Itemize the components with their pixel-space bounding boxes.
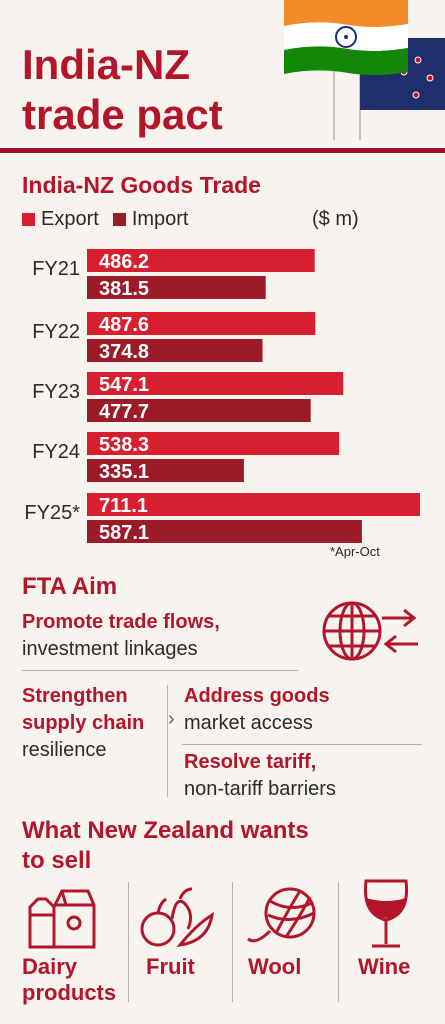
legend-import: Import [131, 208, 189, 230]
category-label: FY22 [32, 321, 80, 343]
divider-v1 [128, 882, 129, 1002]
promote-text: investment linkages [22, 638, 198, 660]
wool-icon [247, 887, 316, 943]
resolve-text: non-tariff barriers [184, 778, 336, 800]
divider-1 [22, 670, 298, 671]
bar-value-label: 711.1 [99, 495, 148, 517]
bar-value-label: 374.8 [99, 341, 149, 363]
bar-value-label: 487.6 [99, 314, 149, 336]
bar-value-label: 538.3 [99, 434, 149, 456]
chevron-right-icon: › [168, 708, 175, 730]
promote-heading: Promote trade flows, [22, 611, 220, 633]
bar-value-label: 477.7 [99, 401, 149, 423]
bar-value-label: 587.1 [99, 522, 149, 544]
export-bar [87, 493, 420, 516]
bar-value-label: 335.1 [99, 461, 149, 483]
supply-heading: Strengthen supply chain [22, 685, 145, 734]
india-flag-icon [284, 0, 408, 75]
export-bar [87, 372, 344, 395]
trade-bar-chart: FY21 486.2 381.5 FY22 487.6 374.8 FY23 547.1 477… [24, 249, 420, 544]
bar-value-label: 547.1 [99, 374, 149, 396]
fruit-icon [140, 887, 214, 948]
product-dairy: Dairy products [22, 954, 117, 1005]
india-nz-flags-illustration [284, 0, 445, 140]
supply-block: Strengthen supply chain resilience [22, 683, 162, 764]
product-wool: Wool [248, 954, 302, 979]
import-bar [87, 459, 244, 482]
divider-vertical [167, 685, 168, 797]
import-bar [87, 399, 311, 422]
supply-text: resilience [22, 739, 107, 761]
bar-value-label: 486.2 [99, 251, 149, 273]
product-wine: Wine [358, 954, 411, 979]
wine-glass-icon [363, 879, 409, 948]
export-swatch [22, 213, 35, 226]
product-fruit: Fruit [146, 954, 195, 979]
address-heading: Address goods [184, 685, 330, 707]
import-bar [87, 339, 263, 362]
address-text: market access [184, 712, 313, 734]
import-bar [87, 276, 266, 299]
bar-value-label: 381.5 [99, 278, 149, 300]
resolve-block: Resolve tariff, non-tariff barriers [184, 749, 434, 803]
export-bar [87, 249, 315, 272]
header-divider [0, 148, 445, 153]
dairy-icon [28, 889, 96, 949]
divider-v2 [232, 882, 233, 1002]
category-label: FY23 [32, 381, 80, 403]
chart-unit: ($ m) [312, 208, 359, 230]
resolve-heading: Resolve tariff, [184, 751, 317, 773]
fta-aim-title: FTA Aim [22, 573, 118, 600]
import-swatch [112, 213, 126, 226]
divider-2 [182, 744, 422, 745]
promote-block: Promote trade flows, investment linkages [22, 609, 302, 663]
category-label: FY25* [24, 502, 80, 524]
chart-legend: Export Import [22, 208, 189, 231]
category-label: FY21 [32, 258, 80, 280]
legend-export: Export [41, 208, 99, 230]
page-title: India-NZ trade pact [22, 41, 223, 138]
address-block: Address goods market access [184, 683, 434, 737]
sell-title: What New Zealand wants to sell [22, 817, 309, 874]
export-bar [87, 312, 316, 335]
divider-v3 [338, 882, 339, 1002]
chart-footnote: *Apr-Oct [330, 544, 380, 559]
chart-heading: India-NZ Goods Trade [22, 172, 261, 198]
export-bar [87, 432, 340, 455]
globe-trade-icon [322, 601, 418, 661]
import-bar [87, 520, 362, 543]
category-label: FY24 [32, 441, 80, 463]
